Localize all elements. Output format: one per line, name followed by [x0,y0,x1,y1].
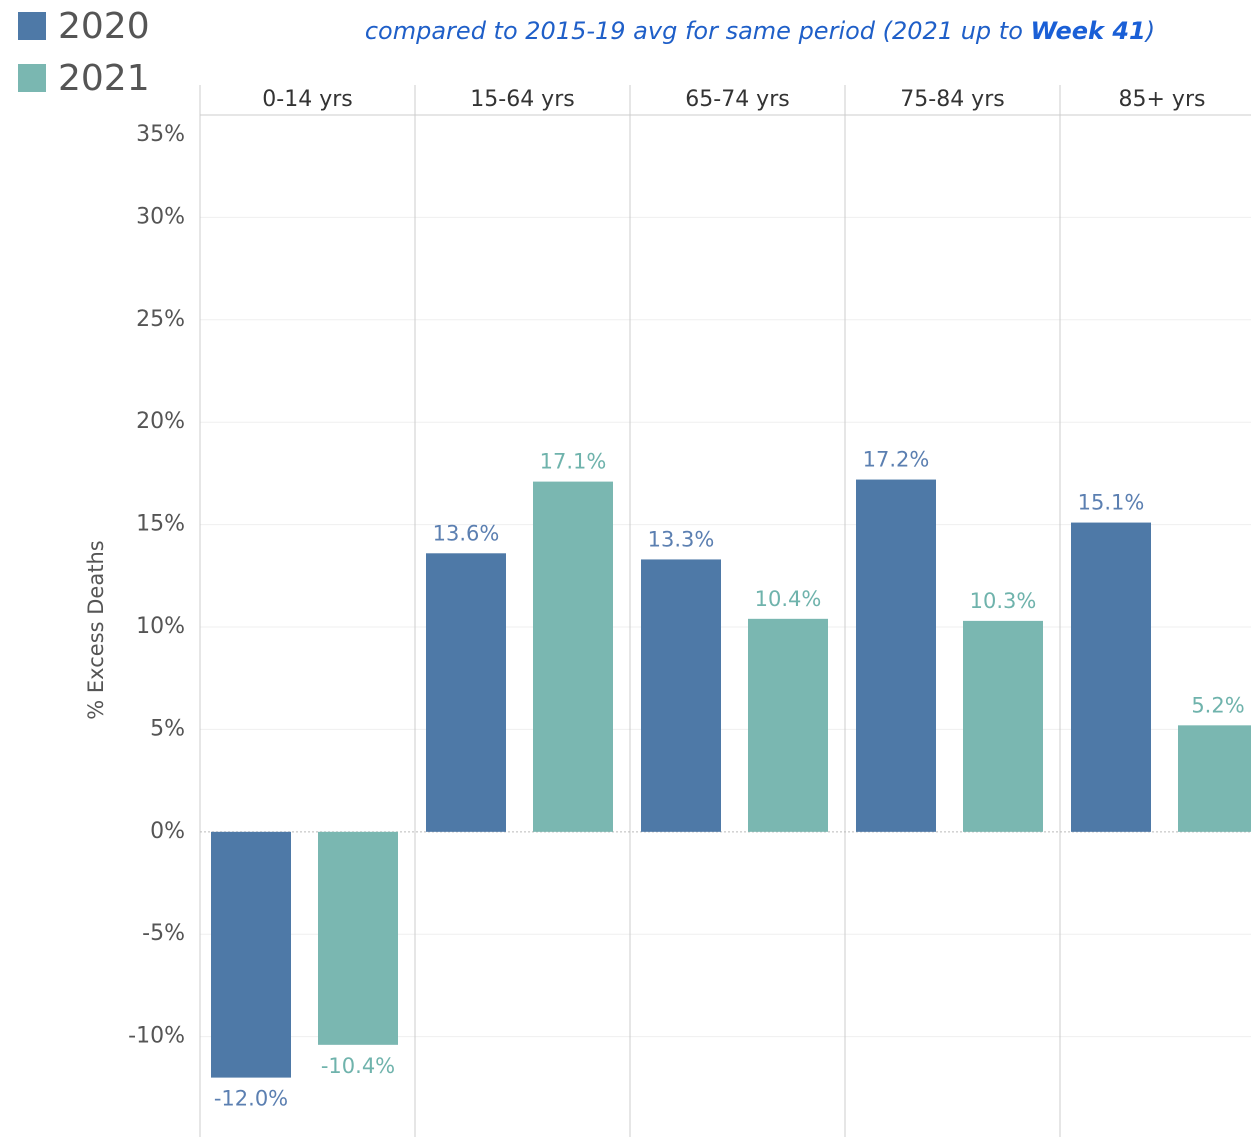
value-label: 15.1% [1078,491,1145,515]
legend-swatch [18,64,46,92]
value-label: 5.2% [1191,693,1244,717]
y-tick-label: 20% [136,409,185,434]
bar [641,559,721,832]
value-label: -12.0% [214,1087,288,1111]
y-tick-label: -5% [142,921,185,946]
y-tick-label: 30% [136,204,185,229]
value-label: 10.3% [970,589,1037,613]
category-label: 65-74 yrs [685,87,789,112]
subtitle-end: ) [1144,17,1155,45]
bar [318,831,398,1045]
bar [533,481,613,832]
subtitle-text: compared to 2015-19 avg for same period … [365,17,1031,45]
y-tick-label: 0% [150,819,185,844]
category-label: 75-84 yrs [900,87,1004,112]
legend-label: 2021 [58,58,150,99]
bar [1178,725,1251,832]
bar [963,620,1043,832]
bar [856,479,936,832]
category-label: 0-14 yrs [262,87,352,112]
bar [1071,522,1151,832]
bar [748,618,828,832]
bar [426,553,506,832]
subtitle: compared to 2015-19 avg for same period … [365,17,1155,45]
value-label: 10.4% [755,587,822,611]
category-label: 85+ yrs [1119,87,1206,112]
y-tick-label: 5% [150,716,185,741]
value-label: 17.1% [540,450,607,474]
legend-swatch [18,12,46,40]
subtitle-bold: Week 41 [1031,17,1146,45]
bar [211,831,291,1078]
value-label: -10.4% [321,1054,395,1078]
value-label: 13.6% [433,521,500,545]
category-label: 15-64 yrs [470,87,574,112]
y-tick-label: -10% [128,1024,185,1049]
y-tick-label: 25% [136,307,185,332]
y-tick-label: 35% [136,122,185,147]
y-tick-label: 10% [136,614,185,639]
value-label: 17.2% [863,448,930,472]
value-label: 13.3% [648,527,715,551]
legend-label: 2020 [58,6,150,47]
y-tick-label: 15% [136,512,185,537]
y-axis-label: % Excess Deaths [84,540,108,719]
